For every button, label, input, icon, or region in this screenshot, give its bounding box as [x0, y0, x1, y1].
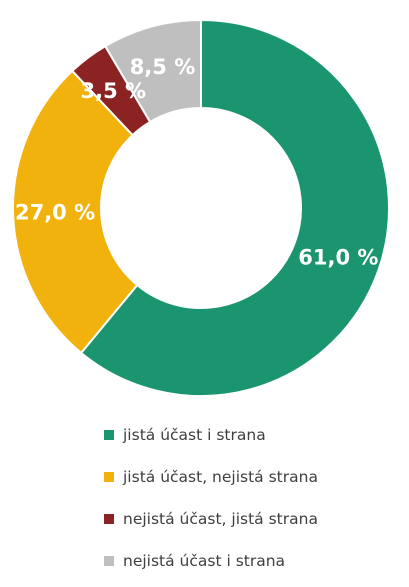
legend-label-2: jistá účast, nejistá strana — [123, 468, 318, 486]
slice-label-3: 3,5 % — [81, 79, 147, 103]
slice-label-2: 27,0 % — [15, 201, 95, 225]
legend-item-3: nejistá účast, jistá strana — [104, 508, 404, 530]
slice-labels: 61,0 % 27,0 % 3,5 %8,5 % — [15, 55, 378, 269]
legend-item-2: jistá účast, nejistá strana — [104, 466, 404, 488]
legend-swatch-4 — [104, 556, 114, 566]
legend-label-3: nejistá účast, jistá strana — [123, 510, 318, 528]
slice-2 — [12, 69, 139, 355]
legend-item-4: nejistá účast i strana — [104, 550, 404, 572]
slice-label-1: 61,0 % — [298, 245, 378, 269]
donut-slices — [12, 18, 390, 397]
chart-legend: jistá účast i strana jistá účast, nejistá… — [104, 424, 404, 587]
legend-swatch-1 — [104, 430, 114, 440]
legend-item-1: jistá účast i strana — [104, 424, 404, 446]
slice-4 — [103, 18, 202, 124]
legend-label-4: nejistá účast i strana — [123, 552, 286, 570]
legend-swatch-2 — [104, 472, 114, 482]
slice-1 — [79, 18, 390, 397]
slice-label-4: 8,5 % — [130, 55, 196, 79]
donut-chart: 61,0 % 27,0 % 3,5 %8,5 % — [12, 18, 390, 397]
legend-swatch-3 — [104, 514, 114, 524]
legend-label-1: jistá účast i strana — [123, 426, 266, 444]
